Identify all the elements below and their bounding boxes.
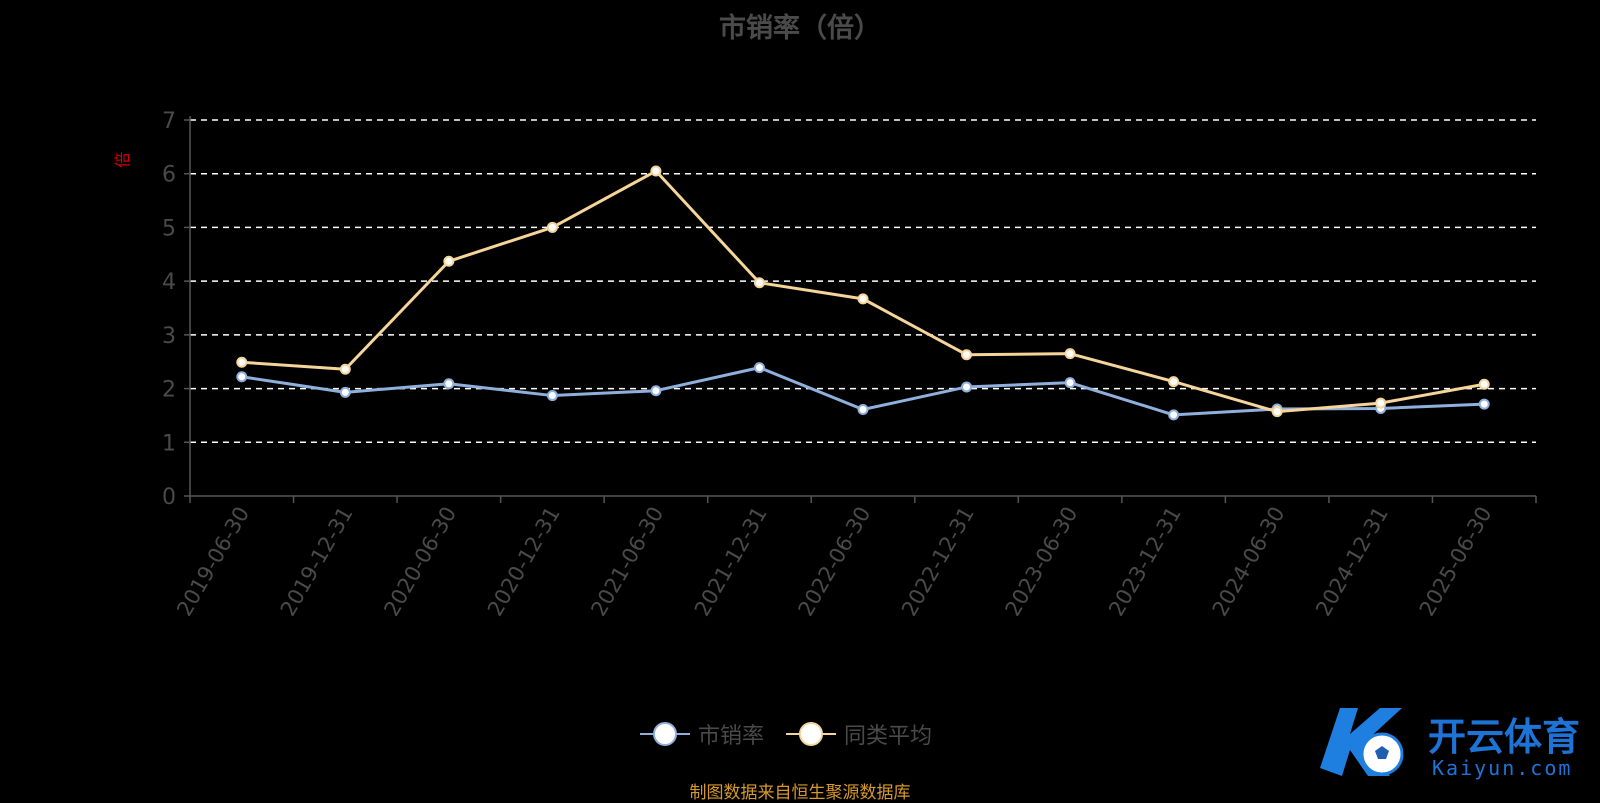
y-tick-label: 7	[162, 109, 176, 134]
x-tick-label: 2021-12-31	[690, 503, 772, 621]
series-0-point[interactable]	[650, 385, 662, 397]
x-tick-label: 2022-12-31	[897, 503, 979, 621]
soccer-ball-logo-icon	[1320, 708, 1404, 776]
legend-marker-icon	[786, 722, 837, 746]
legend-circle	[799, 722, 824, 746]
series-0-point[interactable]	[546, 390, 558, 402]
series-0-point[interactable]	[1168, 409, 1180, 421]
x-tick-label: 2025-06-30	[1415, 503, 1497, 621]
watermark-brand: 开云体育	[1428, 715, 1581, 759]
legend-label: 市销率	[698, 724, 765, 749]
series-0-point[interactable]	[443, 378, 455, 390]
series-0-point[interactable]	[339, 386, 351, 398]
series-1-point[interactable]	[1375, 397, 1387, 409]
x-tick-label: 2019-06-30	[172, 503, 254, 621]
x-tick-label: 2024-06-30	[1208, 503, 1290, 621]
series-0-point[interactable]	[961, 381, 973, 393]
x-tick-label: 2024-12-31	[1311, 503, 1393, 621]
series-0-point[interactable]	[857, 404, 869, 416]
y-tick-label: 3	[162, 324, 176, 349]
legend-item-series-0[interactable]: 市销率	[640, 718, 764, 750]
legend-item-series-1[interactable]: 同类平均	[786, 718, 932, 750]
x-tick-label: 2019-12-31	[276, 503, 358, 621]
legend: 市销率 同类平均	[640, 718, 954, 750]
series-1-point[interactable]	[339, 363, 351, 375]
series-0-point[interactable]	[1478, 398, 1490, 410]
source-note: 制图数据来自恒生聚源数据库	[689, 783, 911, 803]
series-1-point[interactable]	[1271, 406, 1283, 418]
series-0-point[interactable]	[236, 371, 248, 383]
legend-circle	[653, 722, 677, 746]
series-1-point[interactable]	[443, 255, 455, 267]
brand-watermark: 开云体育 Kaiyun.com	[1310, 698, 1600, 788]
y-tick-label: 0	[162, 485, 176, 510]
legend-label: 同类平均	[844, 724, 933, 749]
series-0-point[interactable]	[753, 362, 765, 374]
legend-marker-icon	[640, 722, 690, 746]
series-1-point[interactable]	[753, 277, 765, 289]
axes	[189, 116, 1536, 497]
y-tick-label: 5	[162, 216, 176, 241]
series-layer	[236, 165, 1490, 421]
y-tick-label: 2	[162, 378, 176, 403]
grid-lines	[190, 119, 1536, 444]
y-tick-label: 4	[162, 270, 176, 295]
series-1-point[interactable]	[1478, 378, 1490, 390]
y-tick-label: 1	[162, 431, 176, 456]
x-tick-label: 2020-06-30	[379, 503, 461, 621]
chart-title: 市销率（倍）	[719, 13, 881, 44]
series-1-point[interactable]	[546, 221, 558, 233]
watermark-domain: Kaiyun.com	[1432, 756, 1573, 780]
series-1-point[interactable]	[236, 356, 248, 368]
y-tick-label: 6	[162, 163, 176, 188]
x-axis-ticks: 2019-06-30 2019-12-31 2020-06-30 2020-12-31…	[172, 496, 1537, 621]
series-1-point[interactable]	[1168, 376, 1180, 388]
x-tick-label: 2023-06-30	[1001, 503, 1083, 621]
x-tick-label: 2020-12-31	[483, 503, 565, 621]
x-tick-label: 2023-12-31	[1104, 503, 1186, 621]
series-1-point[interactable]	[961, 349, 973, 361]
x-tick-label: 2021-06-30	[586, 503, 668, 621]
series-0-point[interactable]	[1064, 377, 1076, 389]
y-axis-ticks: 0 1 2 3 4 5 6 7	[162, 109, 190, 510]
series-1-point[interactable]	[857, 293, 869, 305]
series-1-point[interactable]	[650, 165, 662, 177]
y-axis-label: 倍	[113, 152, 132, 168]
series-line-1	[241, 169, 1485, 414]
x-tick-label: 2022-06-30	[794, 503, 876, 621]
series-1-point[interactable]	[1064, 348, 1076, 360]
